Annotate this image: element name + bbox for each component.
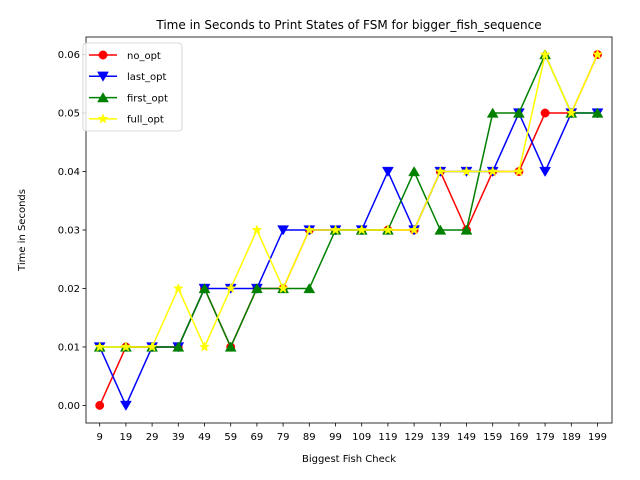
data-point-last_opt xyxy=(119,400,132,411)
data-point-full_opt xyxy=(539,48,551,60)
y-tick-label: 0.01 xyxy=(58,342,80,353)
x-tick-label: 109 xyxy=(352,432,371,443)
x-tick-label: 29 xyxy=(146,432,159,443)
y-tick-label: 0.00 xyxy=(58,401,80,412)
data-point-full_opt xyxy=(199,341,210,352)
data-point-full_opt xyxy=(592,48,603,60)
series-line-full_opt xyxy=(99,53,599,348)
x-tick-label: 39 xyxy=(172,432,185,443)
data-point-first_opt xyxy=(591,107,604,118)
legend-label-no_opt: no_opt xyxy=(127,51,161,62)
legend: no_opt last_opt first_opt full_opt xyxy=(82,42,183,132)
data-point-full_opt xyxy=(565,107,577,118)
data-point-full_opt xyxy=(94,341,106,352)
legend-label-last_opt: last_opt xyxy=(127,72,167,83)
legend-marker-no_opt xyxy=(98,50,108,60)
data-point-full_opt xyxy=(277,282,289,294)
legend-box xyxy=(82,42,183,132)
data-point-first_opt xyxy=(172,341,185,352)
y-axis-label: Time in Seconds xyxy=(17,189,28,272)
x-tick-label: 9 xyxy=(97,432,103,443)
x-tick-label: 199 xyxy=(588,432,607,443)
x-tick-label: 99 xyxy=(329,432,342,443)
data-point-first_opt xyxy=(486,107,499,118)
x-tick-label: 79 xyxy=(277,432,290,443)
legend-label-first_opt: first_opt xyxy=(127,93,168,104)
series-group xyxy=(93,48,604,411)
data-point-first_opt xyxy=(303,283,316,294)
data-point-first_opt xyxy=(408,166,421,177)
x-tick-label: 159 xyxy=(483,432,502,443)
data-point-first_opt xyxy=(198,283,211,294)
data-point-full_opt xyxy=(146,341,158,352)
data-point-full_opt xyxy=(120,341,132,352)
x-tick-label: 49 xyxy=(198,432,211,443)
axis-ticks: 0.00 0.01 0.02 0.03 0.04 0.05 0.06 9 19 29 39 49 59 6… xyxy=(58,50,607,443)
x-tick-label: 129 xyxy=(405,432,424,443)
data-point-full_opt xyxy=(487,165,499,177)
series-full_opt xyxy=(94,48,603,352)
data-point-full_opt xyxy=(434,165,446,177)
y-tick-label: 0.04 xyxy=(58,167,80,178)
data-point-full_opt xyxy=(513,165,525,177)
x-axis-label: Biggest Fish Check xyxy=(302,454,396,465)
data-point-full_opt xyxy=(461,165,472,177)
x-tick-label: 139 xyxy=(431,432,450,443)
data-point-full_opt xyxy=(408,224,420,235)
data-point-full_opt xyxy=(303,224,315,235)
data-point-full_opt xyxy=(356,224,368,235)
data-point-last_opt xyxy=(277,225,290,236)
data-point-full_opt xyxy=(225,282,237,294)
data-point-full_opt xyxy=(330,224,341,235)
data-point-last_opt xyxy=(381,166,394,177)
data-point-full_opt xyxy=(382,224,394,235)
legend-label-full_opt: full_opt xyxy=(127,115,164,126)
x-tick-label: 69 xyxy=(251,432,264,443)
data-point-first_opt xyxy=(512,107,525,118)
data-point-first_opt xyxy=(434,224,447,235)
chart-title: Time in Seconds to Print States of FSM f… xyxy=(155,18,541,32)
x-tick-label: 89 xyxy=(303,432,316,443)
legend-marker-first_opt xyxy=(97,92,109,103)
y-tick-label: 0.03 xyxy=(58,226,80,237)
data-point-full_opt xyxy=(172,282,184,294)
data-point-last_opt xyxy=(539,166,552,177)
data-point-no_opt xyxy=(540,108,550,118)
legend-marker-last_opt xyxy=(97,71,109,82)
x-tick-label: 179 xyxy=(536,432,555,443)
y-tick-label: 0.02 xyxy=(58,284,80,295)
legend-marker-full_opt xyxy=(97,113,109,124)
x-tick-label: 19 xyxy=(120,432,133,443)
x-tick-label: 149 xyxy=(457,432,476,443)
y-tick-label: 0.05 xyxy=(58,109,80,120)
data-point-full_opt xyxy=(251,224,263,235)
data-point-first_opt xyxy=(460,224,473,235)
y-tick-label: 0.06 xyxy=(58,50,80,61)
data-point-first_opt xyxy=(224,341,237,352)
x-tick-label: 119 xyxy=(378,432,397,443)
x-tick-label: 59 xyxy=(224,432,237,443)
x-tick-label: 189 xyxy=(562,432,581,443)
data-point-first_opt xyxy=(250,283,263,294)
data-point-no_opt xyxy=(95,401,105,410)
x-tick-label: 169 xyxy=(509,432,528,443)
